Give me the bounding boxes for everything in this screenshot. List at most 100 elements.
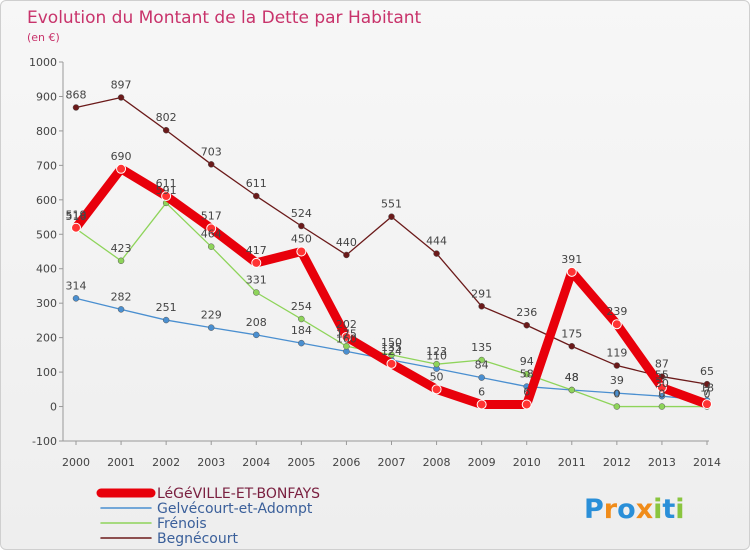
- data-point: [568, 386, 576, 394]
- data-point: [386, 358, 397, 369]
- data-label: 464: [201, 228, 222, 241]
- data-point: [162, 126, 170, 134]
- data-point: [478, 356, 485, 364]
- data-point: [341, 331, 352, 342]
- data-label: 897: [111, 78, 132, 91]
- chart-subtitle: (en €): [27, 31, 60, 44]
- data-point: [433, 360, 440, 368]
- data-label: 184: [291, 324, 312, 337]
- data-point: [658, 392, 666, 400]
- data-label: 229: [201, 309, 222, 322]
- data-label: 868: [66, 88, 87, 101]
- data-point: [253, 192, 260, 200]
- data-label: 175: [561, 327, 582, 340]
- data-label: 39: [610, 374, 624, 387]
- x-tick-label: 2009: [468, 456, 496, 469]
- data-label: 690: [111, 150, 132, 163]
- data-label: 611: [156, 177, 177, 190]
- x-tick-label: 2010: [513, 456, 541, 469]
- data-label: 7: [704, 385, 711, 398]
- x-tick-label: 2013: [648, 456, 676, 469]
- x-tick-label: 2002: [152, 456, 180, 469]
- logo-letter: r: [604, 494, 618, 525]
- data-point: [343, 343, 350, 350]
- y-tick-label: 600: [36, 194, 57, 207]
- data-label: 50: [430, 370, 444, 383]
- chart-axes: -100010020030040050060070080090010002000…: [29, 56, 721, 469]
- data-point: [433, 250, 440, 257]
- data-label: 391: [561, 253, 582, 266]
- logo-letter: i: [675, 494, 684, 525]
- y-tick-label: 500: [36, 228, 57, 241]
- data-label: 87: [655, 358, 669, 371]
- data-label: 94: [520, 355, 534, 368]
- data-label: 30: [655, 377, 669, 390]
- y-tick-label: 100: [36, 366, 57, 379]
- data-point: [206, 223, 217, 234]
- data-point: [116, 163, 127, 174]
- data-point: [117, 257, 125, 265]
- data-label: 254: [291, 300, 312, 313]
- y-tick-label: -100: [32, 435, 57, 448]
- data-point: [613, 403, 621, 410]
- legend-entry: Frénois: [157, 516, 207, 532]
- logo-letter: o: [617, 494, 636, 525]
- data-label: 444: [426, 235, 447, 248]
- data-label: 135: [381, 341, 402, 354]
- data-label: 84: [475, 359, 489, 372]
- data-label: 202: [336, 318, 357, 331]
- data-label: 48: [565, 371, 579, 384]
- data-label: 440: [336, 236, 357, 249]
- x-tick-label: 2008: [423, 456, 451, 469]
- y-tick-label: 200: [36, 332, 57, 345]
- data-label: 331: [246, 274, 267, 287]
- data-label: 423: [111, 242, 132, 255]
- x-tick-label: 2012: [603, 456, 631, 469]
- data-label: 175: [336, 327, 357, 340]
- data-point: [298, 222, 305, 230]
- y-tick-label: 1000: [29, 56, 57, 69]
- data-label: 282: [111, 290, 132, 303]
- proxiti-wordmark: Proxiti: [584, 494, 685, 525]
- data-label: 417: [246, 244, 267, 257]
- data-label: 517: [201, 209, 222, 222]
- x-tick-label: 2011: [558, 456, 586, 469]
- data-point: [523, 370, 530, 378]
- series-1: [71, 163, 712, 410]
- logo-letter: i: [653, 494, 662, 525]
- legend-entry: Begnécourt: [157, 531, 238, 547]
- data-point: [72, 104, 80, 111]
- data-point: [658, 403, 666, 410]
- chart-legend: LéGéVILLE-ET-BONFAYSGelvécourt-et-Adompt…: [96, 486, 320, 547]
- x-tick-label: 2003: [197, 456, 225, 469]
- data-label: 18: [700, 381, 714, 394]
- logo-letter: t: [662, 494, 675, 525]
- data-point: [207, 243, 215, 250]
- proxiti-logo: Proxiti: [584, 494, 685, 525]
- data-point: [71, 222, 81, 233]
- data-label: 110: [426, 350, 447, 363]
- data-label: 239: [606, 305, 627, 318]
- y-tick-label: 700: [36, 159, 57, 172]
- data-label: 519: [66, 209, 87, 222]
- data-point: [613, 362, 621, 369]
- series-4: [72, 94, 711, 388]
- data-label: 236: [516, 306, 537, 319]
- data-point: [566, 266, 577, 277]
- data-point: [613, 389, 621, 397]
- data-label: 591: [156, 184, 177, 197]
- data-label: 6: [478, 385, 485, 398]
- x-tick-label: 2005: [287, 456, 315, 469]
- data-point: [251, 257, 262, 268]
- data-point: [568, 343, 576, 350]
- y-tick-label: 300: [36, 297, 57, 310]
- data-point: [611, 319, 622, 330]
- x-tick-label: 2000: [62, 456, 90, 469]
- data-point: [388, 213, 395, 220]
- data-label: 0: [704, 388, 711, 401]
- data-label: 703: [201, 145, 222, 158]
- data-point: [431, 384, 442, 395]
- data-point: [72, 295, 80, 302]
